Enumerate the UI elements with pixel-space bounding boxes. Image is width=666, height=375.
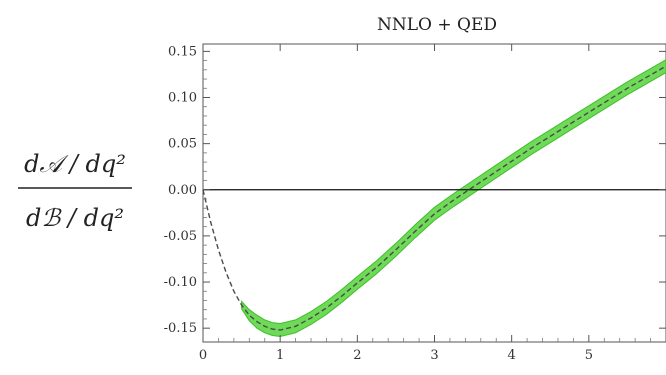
x-tick-label: 2: [353, 348, 361, 363]
y-tick-label: -0.05: [164, 229, 197, 244]
x-tick-label: 5: [585, 348, 593, 363]
uncertainty-band-layer: [241, 59, 666, 338]
y-tick-label: 0.00: [168, 183, 197, 198]
chart-title: NNLO + QED: [377, 15, 497, 35]
central-curve-layer: [202, 65, 666, 331]
uncertainty-band: [241, 59, 666, 338]
y-tick-label: 0.15: [168, 44, 197, 59]
central-curve: [202, 65, 666, 331]
y-axis-label: d𝒜 / dq² dℬ / dq²: [18, 150, 132, 232]
x-tick-label: 1: [276, 348, 284, 363]
y-label-numerator: d𝒜 / dq²: [24, 150, 126, 178]
y-axis-ticks: -0.15 -0.10 -0.05 0.00 0.05 0.10 0.15: [164, 44, 666, 336]
y-tick-label: 0.10: [168, 91, 197, 106]
y-tick-label: -0.10: [164, 275, 197, 290]
y-label-denominator: dℬ / dq²: [26, 204, 124, 232]
x-tick-label: 3: [430, 348, 438, 363]
plot-frame: [202, 43, 666, 343]
y-tick-label: 0.05: [168, 137, 197, 152]
y-tick-label: -0.15: [164, 321, 197, 336]
x-tick-label: 0: [199, 348, 207, 363]
x-tick-label: 4: [508, 348, 516, 363]
x-axis-ticks: 0 1 2 3 4 5: [199, 44, 651, 363]
